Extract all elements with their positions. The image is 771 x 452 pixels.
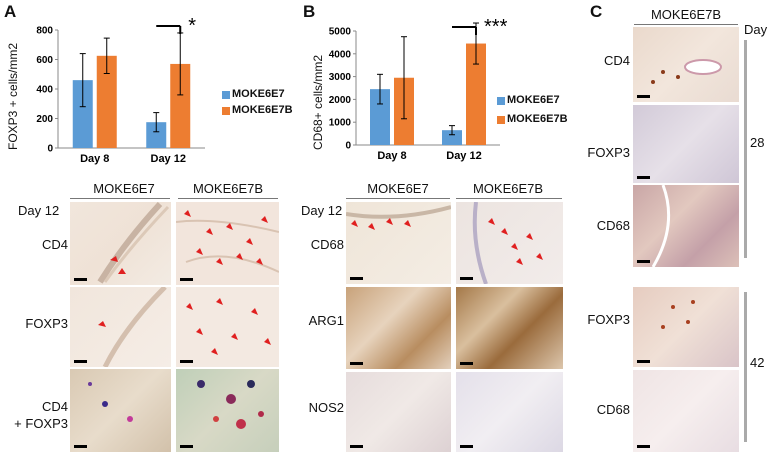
legend-a-swatch-1 — [222, 91, 230, 99]
legend-a-label-1: MOKE6E7 — [232, 88, 285, 100]
chart-a-ylabel: FOXP3 + cells/mm2 — [6, 42, 20, 150]
micrograph-a-foxp3-moke6e7b — [176, 287, 279, 367]
chart-b-ylabel: CD68+ cells/mm2 — [311, 54, 325, 150]
day-label-28: 28 — [750, 135, 765, 150]
chart-b-ytick-label-3: 3000 — [329, 72, 352, 83]
chart-a: 0 200 400 600 800 Day 8 Day 12 * — [0, 0, 300, 175]
chart-a-bar-0-0 — [72, 80, 93, 148]
chart-b-ytick-label-1: 1000 — [329, 118, 352, 129]
chart-a-bar-0-1 — [146, 122, 167, 148]
chart-a-ytick-label-0: 0 — [47, 144, 53, 155]
hist-a-col2: MOKE6E7B — [192, 181, 264, 196]
chart-b-xtick-label-1: Day 12 — [446, 150, 481, 162]
hist-a-row-cd4: CD4 — [41, 237, 68, 252]
legend-b-label-2: MOKE6E7B — [507, 113, 568, 125]
chart-a-svg: 0 200 400 600 800 Day 8 Day 12 * — [36, 15, 205, 165]
panel-label-b: B — [303, 2, 316, 21]
hist-b-col1: MOKE6E7 — [367, 181, 429, 196]
micrograph-a-cd4-moke6e7 — [70, 202, 171, 285]
micrograph-c-foxp3-28 — [633, 105, 739, 183]
chart-a-bar-1-1 — [170, 63, 191, 148]
chart-a-sig-mark: * — [188, 15, 196, 37]
chart-b-ytick-label-5: 5000 — [329, 27, 352, 38]
hist-a-row-cd4-foxp3: CD4 + FOXP3 — [14, 399, 68, 431]
chart-a-ytick-label-1: 200 — [36, 114, 53, 125]
micrograph-a-foxp3-moke6e7 — [70, 287, 171, 367]
day-bracket-28 — [744, 40, 747, 258]
hist-a-row-foxp3: FOXP3 — [25, 316, 68, 331]
micrograph-b-nos2-moke6e7b — [456, 372, 563, 452]
micrograph-c-cd68-42 — [633, 370, 739, 452]
hist-b-day: Day 12 — [301, 203, 343, 218]
hist-b-row-nos2: NOS2 — [308, 400, 344, 415]
chart-a-bar-1-0 — [96, 55, 117, 148]
micrograph-b-cd68-moke6e7b — [456, 202, 563, 284]
hist-a-col1: MOKE6E7 — [93, 181, 155, 196]
chart-b: 0 1000 2000 3000 4000 5000 Day 8 Day 12 *** — [300, 0, 590, 175]
chart-b-ytick-label-2: 2000 — [329, 95, 352, 106]
legend-b-swatch-1 — [497, 97, 505, 105]
chart-a-xtick-label-0: Day 8 — [80, 153, 109, 165]
chart-a-xtick-label-1: Day 12 — [151, 153, 186, 165]
hist-c-day-header: Day — [744, 22, 768, 37]
legend-a-label-2: MOKE6E7B — [232, 104, 293, 116]
micrograph-b-arg1-moke6e7b — [456, 287, 563, 369]
micrograph-b-nos2-moke6e7 — [346, 372, 451, 452]
micrograph-a-cd4-moke6e7b — [176, 202, 279, 285]
day-bracket-42 — [744, 292, 747, 442]
hist-b-col2: MOKE6E7B — [472, 181, 544, 196]
day-label-42: 42 — [750, 355, 765, 370]
chart-b-bar-0-0 — [370, 89, 390, 145]
hist-c-row-foxp3-28: FOXP3 — [587, 145, 630, 160]
panel-label-c: C — [590, 2, 603, 21]
legend-b-label-1: MOKE6E7 — [507, 94, 560, 106]
hist-b-row-cd68: CD68 — [310, 237, 344, 252]
chart-b-svg: 0 1000 2000 3000 4000 5000 Day 8 Day 12 *** — [329, 16, 508, 162]
micrograph-b-arg1-moke6e7 — [346, 287, 451, 369]
chart-b-xtick-label-0: Day 8 — [377, 150, 406, 162]
hist-c-title: MOKE6E7B — [650, 7, 722, 22]
chart-b-sig-mark: *** — [484, 16, 508, 38]
hist-a-day: Day 12 — [18, 203, 60, 218]
hist-c-row-cd68-42: CD68 — [596, 402, 630, 417]
hist-b-row-arg1: ARG1 — [308, 313, 344, 328]
micrograph-b-cd68-moke6e7 — [346, 202, 451, 284]
legend-a-swatch-2 — [222, 107, 230, 115]
chart-b-bar-0-1 — [442, 130, 462, 145]
chart-b-ytick-label-4: 4000 — [329, 49, 352, 60]
micrograph-a-cd4-foxp3-moke6e7b — [176, 369, 279, 452]
legend-b-swatch-2 — [497, 116, 505, 124]
micrograph-c-cd68-28 — [633, 185, 739, 267]
micrograph-a-cd4-foxp3-moke6e7 — [70, 369, 171, 452]
chart-b-bar-1-1 — [466, 43, 486, 145]
chart-a-ytick-label-3: 600 — [36, 55, 53, 66]
micrograph-c-cd4-28 — [633, 27, 739, 102]
panel-label-a: A — [4, 2, 17, 21]
hist-c-row-foxp3-42: FOXP3 — [587, 312, 630, 327]
micrograph-c-foxp3-42 — [633, 287, 739, 367]
hist-c-row-cd68-28: CD68 — [596, 218, 630, 233]
chart-a-ytick-label-2: 400 — [36, 85, 53, 96]
chart-a-ytick-label-4: 800 — [36, 26, 53, 37]
chart-b-ytick-label-0: 0 — [345, 141, 351, 152]
hist-c-row-cd4: CD4 — [603, 53, 630, 68]
